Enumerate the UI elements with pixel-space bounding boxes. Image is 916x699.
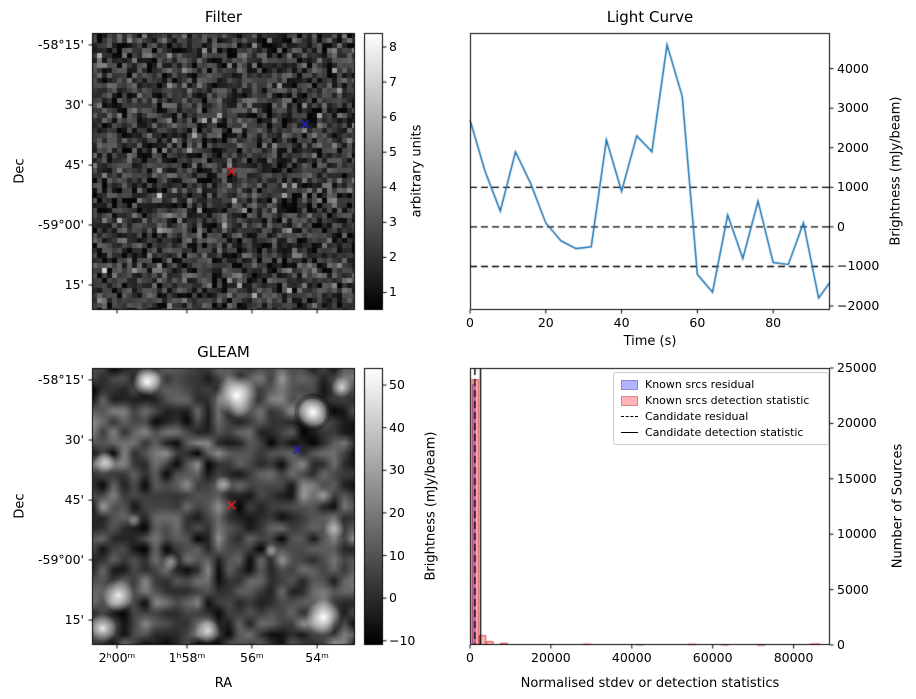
histogram-legend: Known srcs residual Known srcs detection … [613, 372, 829, 445]
lightcurve-ytick: 0 [837, 218, 845, 234]
gleam-colorbar-tick: 10 [389, 547, 405, 563]
histogram-xtick: 60000 [692, 650, 733, 665]
gleam-colorbar-tick: −10 [389, 632, 416, 648]
histogram-xtick: 0 [466, 650, 474, 665]
gleam-title: GLEAM [197, 343, 250, 361]
lightcurve-xtick: 20 [537, 315, 554, 330]
gleam-colorbar-tick: 40 [389, 419, 405, 435]
histogram-xtick: 40000 [611, 650, 652, 665]
histogram-ytick: 20000 [837, 415, 877, 431]
lightcurve-xtick: 60 [689, 315, 706, 330]
legend-entry: Known srcs residual [621, 378, 821, 391]
legend-swatch-patch-icon [621, 379, 638, 390]
legend-label: Known srcs residual [645, 378, 755, 391]
filter-ytick: 15' [64, 277, 84, 293]
filter-title: Filter [204, 8, 243, 26]
lightcurve-ytick: 4000 [837, 60, 869, 76]
gleam-colorbar-tick: 50 [389, 377, 405, 393]
gleam-ytick: -58°15' [37, 371, 84, 387]
filter-colorbar-tick: 7 [389, 74, 397, 90]
filter-ytick: -58°15' [37, 36, 84, 52]
histogram-ytick: 10000 [837, 526, 877, 542]
filter-colorbar-tick: 4 [389, 179, 397, 195]
filter-colorbar-label: arbitrary units [409, 124, 425, 218]
legend-label: Candidate detection statistic [645, 426, 804, 439]
gleam-colorbar-tick: 20 [389, 504, 405, 520]
histogram-ylabel: Number of Sources [890, 443, 906, 569]
filter-ytick: 30' [64, 97, 84, 113]
legend-swatch-solid-line-icon [621, 432, 638, 433]
lightcurve-xtick: 80 [765, 315, 782, 330]
histogram-xtick: 20000 [531, 650, 571, 665]
gleam-xlabel: RA [214, 676, 233, 691]
legend-entry: Candidate detection statistic [621, 426, 821, 439]
filter-colorbar-tick: 6 [389, 109, 397, 125]
gleam-ytick: 45' [64, 492, 84, 508]
lightcurve-ytick: 3000 [837, 100, 869, 116]
filter-ytick: -59°00' [37, 216, 84, 232]
gleam-xtick: 2ʰ00ᵐ [98, 650, 136, 665]
gleam-xtick: 1ʰ58ᵐ [168, 650, 206, 665]
histogram-ytick: 15000 [837, 470, 877, 486]
gleam-xtick: 54ᵐ [305, 650, 329, 665]
gleam-ytick: -59°00' [37, 551, 84, 567]
histogram-ytick: 0 [837, 637, 845, 652]
lightcurve-ylabel: Brightness (mJy/beam) [888, 96, 904, 246]
histogram-ytick: 5000 [837, 581, 869, 597]
gleam-colorbar-label: Brightness (mJy/beam) [423, 431, 439, 581]
gleam-ytick: 15' [64, 612, 84, 628]
gleam-colorbar-tick: 30 [389, 462, 405, 478]
gleam-xtick: 56ᵐ [240, 650, 264, 665]
filter-ytick: 45' [64, 157, 84, 173]
lightcurve-ytick: −2000 [837, 298, 880, 314]
filter-colorbar-tick: 3 [389, 214, 397, 230]
histogram-xlabel: Normalised stdev or detection statistics [520, 676, 780, 691]
legend-label: Candidate residual [645, 410, 749, 423]
lightcurve-xlabel: Time (s) [623, 334, 677, 349]
legend-entry: Known srcs detection statistic [621, 394, 821, 407]
lightcurve-title: Light Curve [606, 8, 694, 26]
histogram-ytick: 25000 [837, 360, 877, 375]
legend-entry: Candidate residual [621, 410, 821, 423]
legend-swatch-dashed-line-icon [621, 416, 638, 417]
lightcurve-xtick: 40 [613, 315, 630, 330]
histogram-xtick: 80000 [773, 650, 814, 665]
filter-colorbar-tick: 8 [389, 39, 397, 55]
filter-colorbar-tick: 5 [389, 144, 397, 160]
filter-colorbar-tick: 1 [389, 284, 397, 300]
lightcurve-ytick: 2000 [837, 139, 869, 155]
lightcurve-xtick: 0 [466, 315, 474, 330]
legend-label: Known srcs detection statistic [645, 394, 810, 407]
filter-colorbar-tick: 2 [389, 249, 397, 265]
lightcurve-ytick: −1000 [837, 258, 880, 274]
lightcurve-ytick: 1000 [837, 179, 869, 195]
gleam-colorbar-tick: 0 [389, 590, 397, 606]
legend-swatch-patch-icon [621, 395, 638, 406]
gleam-ytick: 30' [64, 432, 84, 448]
